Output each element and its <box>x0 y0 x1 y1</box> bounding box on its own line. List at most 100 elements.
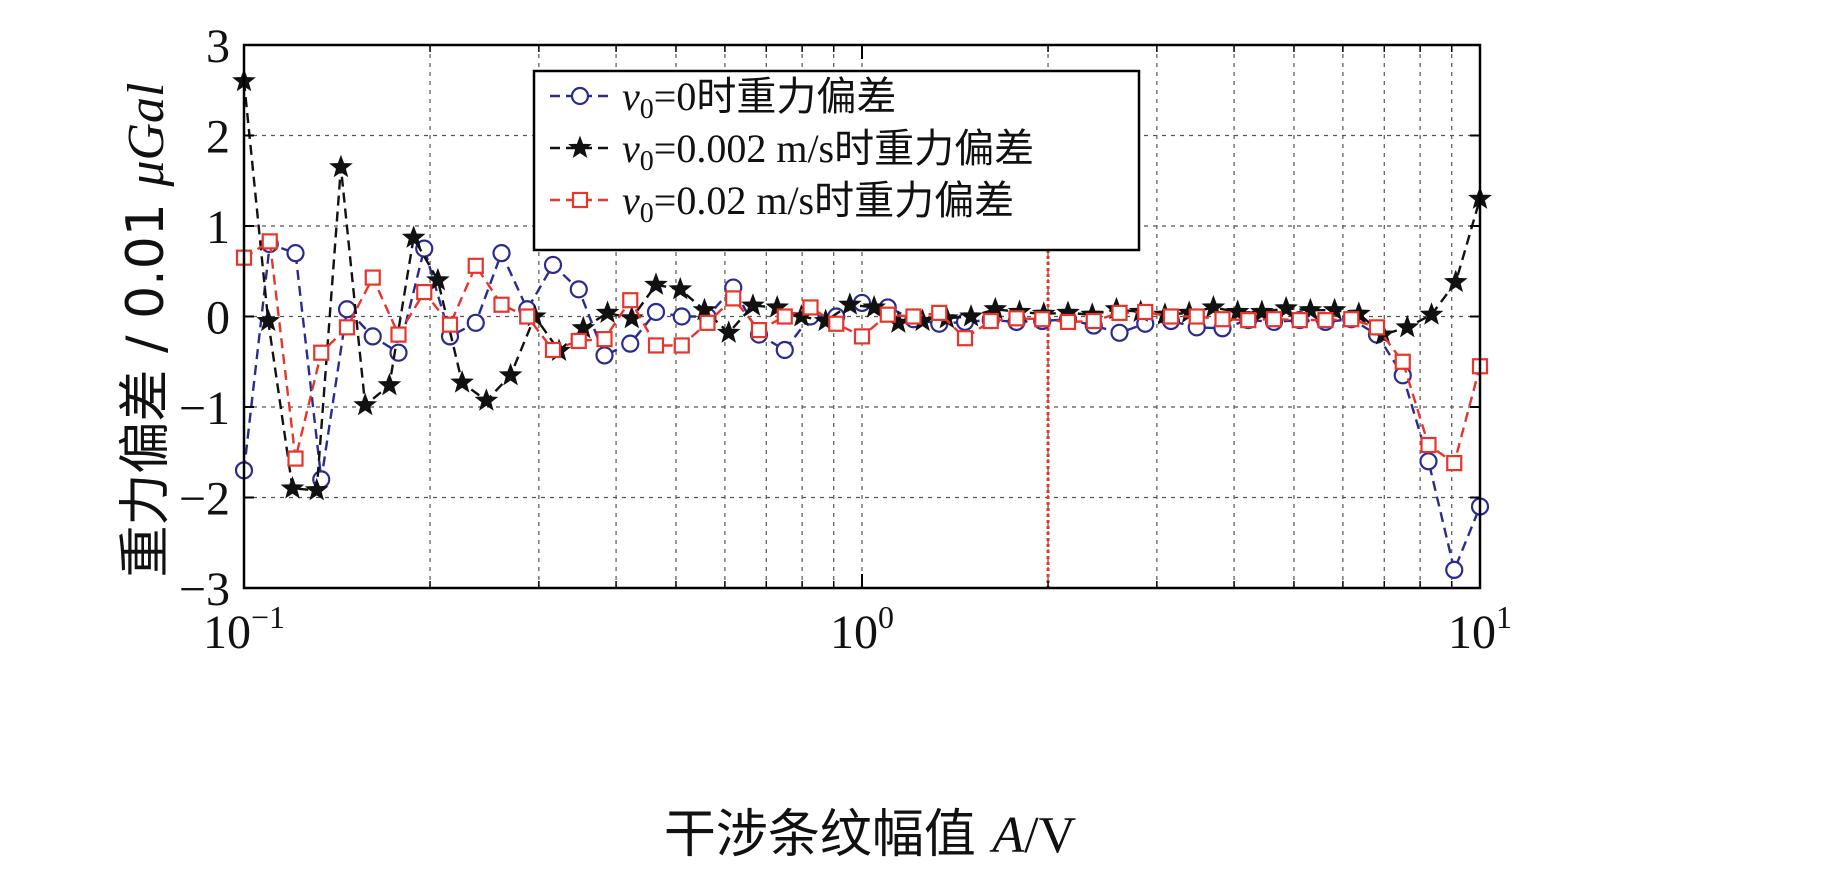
data-point <box>672 307 691 326</box>
data-point <box>498 362 523 386</box>
y-tick-label: −2 <box>179 473 230 526</box>
data-point <box>956 330 974 347</box>
data-point <box>775 340 794 360</box>
y-tick-label: −1 <box>179 382 230 435</box>
legend-label: v0=0时重力偏差 <box>622 74 896 125</box>
series-3 <box>235 233 1489 472</box>
data-point <box>450 370 474 393</box>
data-point <box>1343 311 1360 328</box>
data-point <box>313 344 330 361</box>
data-point <box>931 304 948 321</box>
data-point <box>595 346 614 365</box>
data-point <box>353 392 378 416</box>
data-point <box>329 154 353 178</box>
data-point <box>1420 436 1437 454</box>
y-tick-label: 0 <box>206 292 230 345</box>
data-point <box>569 280 588 299</box>
data-point <box>622 292 639 309</box>
x-tick-label: 10−1 <box>203 599 285 659</box>
data-point <box>1446 455 1463 472</box>
data-point <box>621 334 640 353</box>
legend-item: v0=0.02 m/s时重力偏差 <box>550 178 1014 229</box>
data-point <box>828 315 845 332</box>
data-point <box>363 327 382 346</box>
legend-item: v0=0时重力偏差 <box>550 74 896 125</box>
data-point <box>401 225 426 248</box>
data-point <box>1322 297 1347 321</box>
data-point <box>426 267 450 291</box>
x-axis-label-unit: /V <box>1024 807 1076 864</box>
data-point <box>802 299 819 316</box>
data-point <box>596 331 613 348</box>
data-point <box>838 292 862 315</box>
data-point <box>1034 311 1051 328</box>
data-point <box>1274 295 1298 319</box>
data-point <box>492 244 511 263</box>
data-point <box>699 314 716 331</box>
data-point <box>646 302 666 322</box>
data-point <box>261 233 278 250</box>
legend-swatch-marker <box>568 135 592 159</box>
data-point <box>377 372 402 396</box>
data-point <box>595 300 620 323</box>
data-point <box>474 388 499 411</box>
data-point <box>1419 302 1444 325</box>
y-tick-label: 1 <box>206 201 230 254</box>
data-point <box>1059 313 1077 331</box>
data-point <box>1291 312 1308 329</box>
data-point <box>544 341 562 359</box>
data-point <box>673 337 690 354</box>
data-point <box>1201 295 1226 318</box>
legend-box <box>532 69 1141 252</box>
series-group <box>232 68 1492 580</box>
y-tick-label: 3 <box>206 20 230 73</box>
data-point <box>1137 303 1154 321</box>
data-point <box>668 276 693 300</box>
data-point <box>1085 312 1102 330</box>
data-point <box>416 283 433 301</box>
data-point <box>1394 353 1411 370</box>
data-point <box>390 326 407 343</box>
data-point <box>1110 323 1129 342</box>
data-point <box>959 304 983 327</box>
data-point <box>286 244 305 263</box>
data-point <box>287 450 304 467</box>
y-tick-label: −3 <box>179 563 230 616</box>
data-point <box>1445 560 1464 580</box>
data-point <box>741 293 765 316</box>
data-point <box>519 308 536 325</box>
x-tick-label: 100 <box>830 599 894 659</box>
data-point <box>716 320 741 343</box>
data-point <box>543 255 563 275</box>
data-point <box>862 295 886 318</box>
y-axis-label-unit: μGal <box>118 83 175 188</box>
data-point <box>280 476 305 499</box>
data-point <box>879 306 896 323</box>
data-point <box>1419 452 1438 471</box>
data-point <box>441 316 459 333</box>
data-point <box>750 321 768 339</box>
data-point <box>1188 308 1205 325</box>
data-point <box>905 308 922 325</box>
data-point <box>1265 311 1283 328</box>
data-point <box>1443 269 1468 293</box>
data-point <box>644 272 668 295</box>
data-point <box>982 312 999 330</box>
legend-swatch-marker <box>570 86 590 106</box>
data-point <box>853 328 871 345</box>
data-point <box>1225 299 1250 323</box>
x-tick-label: 101 <box>1448 599 1512 659</box>
x-axis-label: 干涉条纹幅值 A/V <box>664 805 1076 865</box>
data-point <box>1317 312 1334 329</box>
y-tick-label: 2 <box>206 111 230 164</box>
data-point <box>776 308 793 325</box>
data-point <box>1298 297 1323 321</box>
data-point <box>256 308 281 332</box>
data-point <box>570 332 587 350</box>
data-point <box>493 296 510 313</box>
legend-label: v0=0.02 m/s时重力偏差 <box>622 178 1014 229</box>
data-point <box>1240 312 1257 329</box>
